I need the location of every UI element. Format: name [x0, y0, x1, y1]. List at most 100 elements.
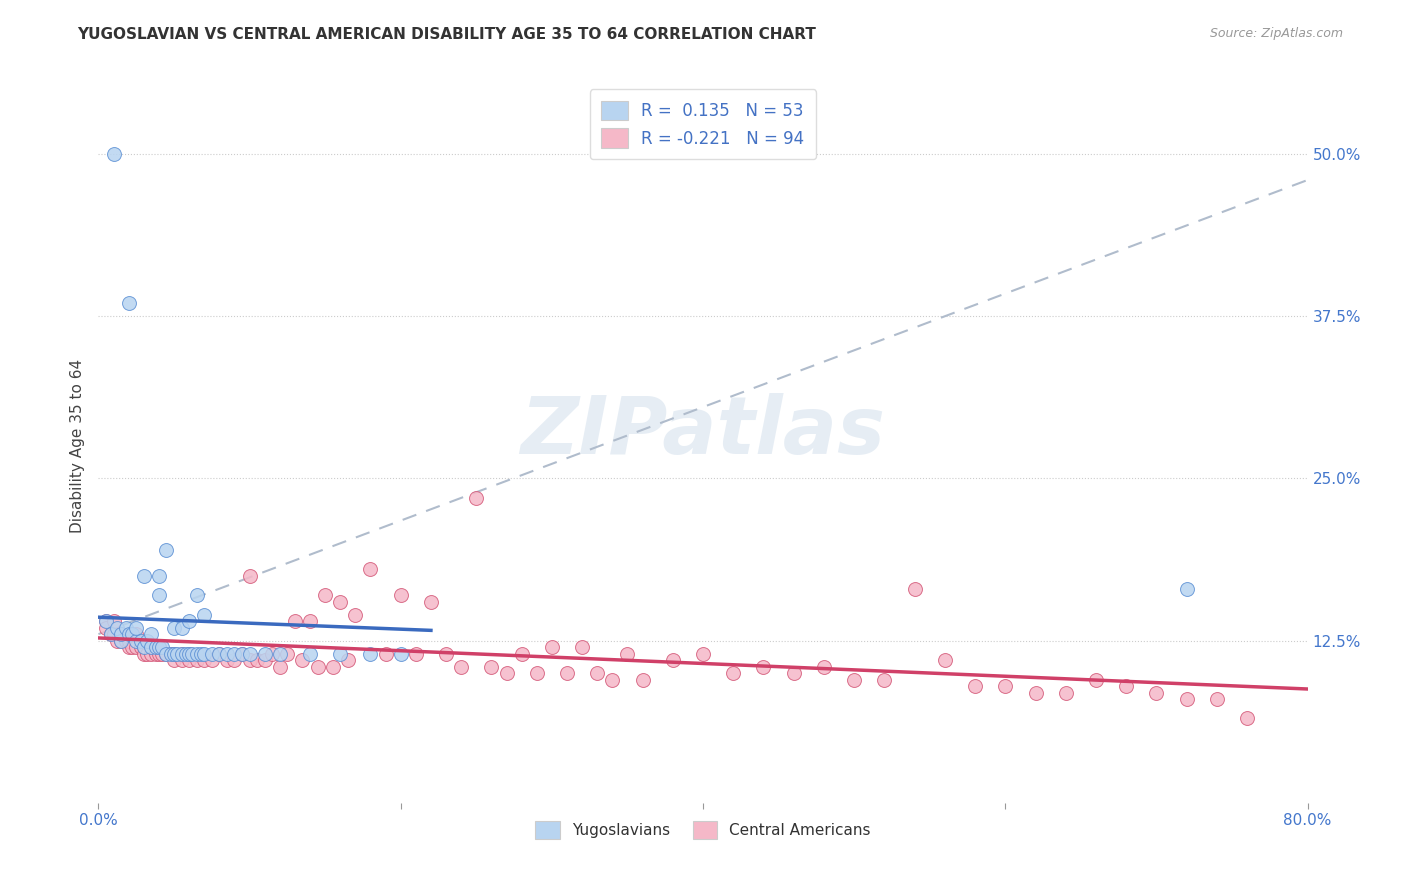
- Text: ZIPatlas: ZIPatlas: [520, 392, 886, 471]
- Point: [269, 659, 291, 673]
- Point: [163, 653, 186, 667]
- Point: [141, 627, 163, 641]
- Legend: Yugoslavians, Central Americans: Yugoslavians, Central Americans: [529, 815, 877, 845]
- Point: [201, 647, 224, 661]
- Point: [179, 614, 201, 628]
- Point: [844, 673, 866, 687]
- Point: [125, 621, 148, 635]
- Point: [495, 666, 517, 681]
- Point: [186, 647, 208, 661]
- Point: [360, 647, 382, 661]
- Point: [239, 568, 262, 582]
- Point: [148, 647, 170, 661]
- Point: [155, 542, 177, 557]
- Point: [110, 633, 132, 648]
- Point: [692, 647, 714, 661]
- Point: [118, 627, 141, 641]
- Point: [208, 647, 231, 661]
- Point: [934, 653, 956, 667]
- Point: [100, 627, 122, 641]
- Point: [329, 647, 352, 661]
- Point: [110, 627, 132, 641]
- Point: [994, 679, 1017, 693]
- Point: [94, 621, 117, 635]
- Point: [555, 666, 578, 681]
- Point: [873, 673, 896, 687]
- Point: [253, 653, 276, 667]
- Point: [105, 621, 128, 635]
- Point: [110, 627, 132, 641]
- Point: [186, 588, 208, 602]
- Point: [105, 633, 128, 648]
- Point: [322, 659, 344, 673]
- Point: [121, 627, 143, 641]
- Point: [170, 621, 193, 635]
- Point: [160, 647, 183, 661]
- Point: [141, 647, 163, 661]
- Text: Source: ZipAtlas.com: Source: ZipAtlas.com: [1209, 27, 1343, 40]
- Point: [150, 647, 173, 661]
- Point: [262, 647, 284, 661]
- Point: [125, 627, 148, 641]
- Point: [118, 640, 141, 654]
- Point: [141, 640, 163, 654]
- Point: [723, 666, 745, 681]
- Point: [110, 633, 132, 648]
- Point: [752, 659, 775, 673]
- Point: [1024, 685, 1046, 699]
- Point: [1085, 673, 1108, 687]
- Point: [571, 640, 593, 654]
- Point: [118, 633, 141, 648]
- Point: [125, 640, 148, 654]
- Point: [481, 659, 503, 673]
- Point: [1236, 711, 1258, 725]
- Point: [118, 296, 141, 310]
- Point: [170, 647, 193, 661]
- Point: [141, 640, 163, 654]
- Point: [125, 633, 148, 648]
- Point: [299, 614, 322, 628]
- Point: [450, 659, 472, 673]
- Point: [1115, 679, 1137, 693]
- Point: [150, 640, 173, 654]
- Point: [193, 647, 215, 661]
- Point: [215, 653, 238, 667]
- Point: [121, 640, 143, 654]
- Point: [360, 562, 382, 576]
- Point: [344, 607, 367, 622]
- Point: [179, 653, 201, 667]
- Point: [631, 673, 654, 687]
- Point: [510, 647, 533, 661]
- Y-axis label: Disability Age 35 to 64: Disability Age 35 to 64: [70, 359, 86, 533]
- Point: [1206, 692, 1229, 706]
- Point: [783, 666, 806, 681]
- Point: [465, 491, 488, 505]
- Point: [602, 673, 624, 687]
- Point: [246, 653, 269, 667]
- Point: [329, 595, 352, 609]
- Point: [103, 147, 125, 161]
- Point: [276, 647, 298, 661]
- Point: [224, 653, 246, 667]
- Point: [526, 666, 548, 681]
- Point: [103, 614, 125, 628]
- Point: [132, 647, 155, 661]
- Point: [166, 647, 188, 661]
- Point: [269, 647, 291, 661]
- Point: [148, 568, 170, 582]
- Point: [813, 659, 835, 673]
- Point: [661, 653, 683, 667]
- Point: [170, 647, 193, 661]
- Point: [114, 633, 136, 648]
- Point: [193, 607, 215, 622]
- Point: [135, 633, 157, 648]
- Point: [155, 647, 177, 661]
- Point: [155, 647, 177, 661]
- Point: [336, 653, 359, 667]
- Point: [405, 647, 427, 661]
- Point: [291, 653, 314, 667]
- Point: [215, 647, 238, 661]
- Point: [145, 640, 167, 654]
- Point: [163, 647, 186, 661]
- Point: [434, 647, 457, 661]
